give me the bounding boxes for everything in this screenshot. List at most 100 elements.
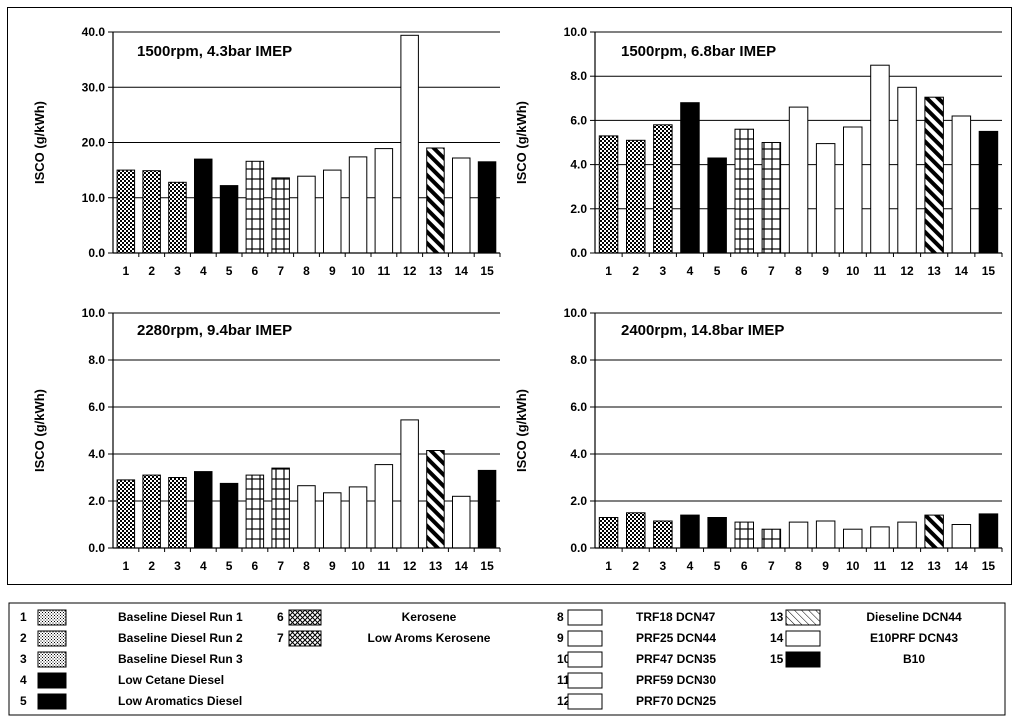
x-tick-label: 3 <box>659 559 666 573</box>
x-tick-label: 6 <box>741 264 748 278</box>
legend-swatch <box>37 651 67 668</box>
x-tick-label: 10 <box>846 264 860 278</box>
chart-panel-4: 0.02.04.06.08.010.01 2 3 4 5 6 7 8 9 10 11 12 13 14 15… <box>514 306 1003 573</box>
x-tick-label: 1 <box>605 264 612 278</box>
y-tick-label: 8.0 <box>570 353 587 367</box>
bar-9 <box>323 492 342 549</box>
bar-1 <box>116 169 136 254</box>
x-tick-label: 8 <box>303 559 310 573</box>
bar-1 <box>116 479 136 549</box>
legend-label: PRF70 DCN25 <box>636 694 716 708</box>
x-tick-label: 4 <box>200 264 207 278</box>
bar-3 <box>653 124 673 254</box>
x-tick-label: 9 <box>822 264 829 278</box>
legend-swatch <box>567 630 603 647</box>
x-tick-label: 10 <box>351 264 365 278</box>
panel-title: 2400rpm, 14.8bar IMEP <box>621 322 784 339</box>
legend-item-8: 8 TRF18 DCN47 <box>557 609 716 626</box>
bar-7 <box>271 467 290 549</box>
panel-title: 1500rpm, 4.3bar IMEP <box>137 43 292 60</box>
bar-12 <box>400 419 419 549</box>
legend-label: Dieseline DCN44 <box>866 610 962 624</box>
legend-item-4: 4 Low Cetane Diesel <box>20 672 224 689</box>
y-tick-label: 10.0 <box>82 306 106 320</box>
legend-swatch <box>37 693 67 710</box>
bar-2 <box>626 139 646 254</box>
x-tick-label: 7 <box>768 559 775 573</box>
y-axis-label: ISCO (g/kWh) <box>32 101 47 184</box>
x-tick-label: 3 <box>174 559 181 573</box>
legend: 1 Baseline Diesel Run 1 2 Baseline Diesel R… <box>8 602 1006 716</box>
x-tick-label: 13 <box>429 559 443 573</box>
bar-8 <box>297 485 316 549</box>
x-tick-label: 10 <box>351 559 365 573</box>
legend-number: 7 <box>277 631 284 645</box>
x-tick-label: 15 <box>982 559 996 573</box>
chart-panel-3: 0.02.04.06.08.010.01 2 3 4 5 6 7 8 9 10 11 12 13 14 15… <box>32 306 501 573</box>
x-tick-label: 4 <box>200 559 207 573</box>
legend-label: PRF47 DCN35 <box>636 652 716 666</box>
legend-swatch <box>567 651 603 668</box>
bar-5 <box>707 517 727 549</box>
legend-swatch <box>288 630 322 647</box>
legend-label: Kerosene <box>402 610 457 624</box>
legend-number: 14 <box>770 631 784 645</box>
legend-number: 2 <box>20 631 27 645</box>
legend-number: 1 <box>20 610 27 624</box>
x-tick-label: 8 <box>303 264 310 278</box>
legend-swatch <box>37 672 67 689</box>
x-tick-label: 11 <box>874 264 887 278</box>
x-tick-label: 12 <box>403 264 417 278</box>
x-tick-label: 3 <box>174 264 181 278</box>
legend-number: 5 <box>20 694 27 708</box>
y-tick-label: 0.0 <box>570 541 587 555</box>
y-tick-label: 6.0 <box>88 400 105 414</box>
x-tick-label: 14 <box>955 264 969 278</box>
bar-5 <box>219 482 239 549</box>
bar-8 <box>788 521 809 549</box>
bar-10 <box>348 156 368 254</box>
legend-number: 11 <box>557 673 570 687</box>
y-tick-label: 20.0 <box>82 136 106 150</box>
x-tick-label: 6 <box>741 559 748 573</box>
y-tick-label: 40.0 <box>82 25 106 39</box>
y-tick-label: 2.0 <box>570 202 587 216</box>
bar-15 <box>477 161 497 254</box>
x-tick-label: 9 <box>822 559 829 573</box>
bar-14 <box>951 115 972 254</box>
legend-label: Low Aroms Kerosene <box>368 631 491 645</box>
legend-item-3: 3 Baseline Diesel Run 3 <box>20 651 243 668</box>
x-tick-label: 1 <box>123 264 130 278</box>
bar-4 <box>680 514 700 549</box>
legend-label: Low Aromatics Diesel <box>118 694 242 708</box>
figure-frame <box>7 7 1012 585</box>
legend-label: Baseline Diesel Run 2 <box>118 631 243 645</box>
legend-item-15: 15 B10 <box>770 651 925 668</box>
x-tick-label: 13 <box>927 264 941 278</box>
x-tick-label: 15 <box>480 559 494 573</box>
bar-10 <box>348 486 368 549</box>
bar-10 <box>843 126 863 254</box>
bar-14 <box>951 524 972 549</box>
legend-label: B10 <box>903 652 925 666</box>
bar-5 <box>707 157 727 254</box>
x-tick-label: 10 <box>846 559 860 573</box>
x-tick-label: 13 <box>429 264 443 278</box>
legend-number: 12 <box>557 694 571 708</box>
legend-item-10: 10 PRF47 DCN35 <box>557 651 716 668</box>
legend-swatch <box>567 672 603 689</box>
legend-swatch <box>37 609 67 626</box>
x-tick-label: 7 <box>768 264 775 278</box>
x-tick-label: 2 <box>632 264 639 278</box>
legend-label: PRF59 DCN30 <box>636 673 716 687</box>
y-tick-label: 6.0 <box>570 400 587 414</box>
y-tick-label: 4.0 <box>570 447 587 461</box>
x-tick-label: 4 <box>687 559 694 573</box>
legend-item-9: 9 PRF25 DCN44 <box>557 630 716 647</box>
bar-7 <box>761 142 782 254</box>
bar-10 <box>843 528 863 549</box>
legend-label: TRF18 DCN47 <box>636 610 716 624</box>
y-tick-label: 0.0 <box>88 246 105 260</box>
y-tick-label: 8.0 <box>88 353 105 367</box>
